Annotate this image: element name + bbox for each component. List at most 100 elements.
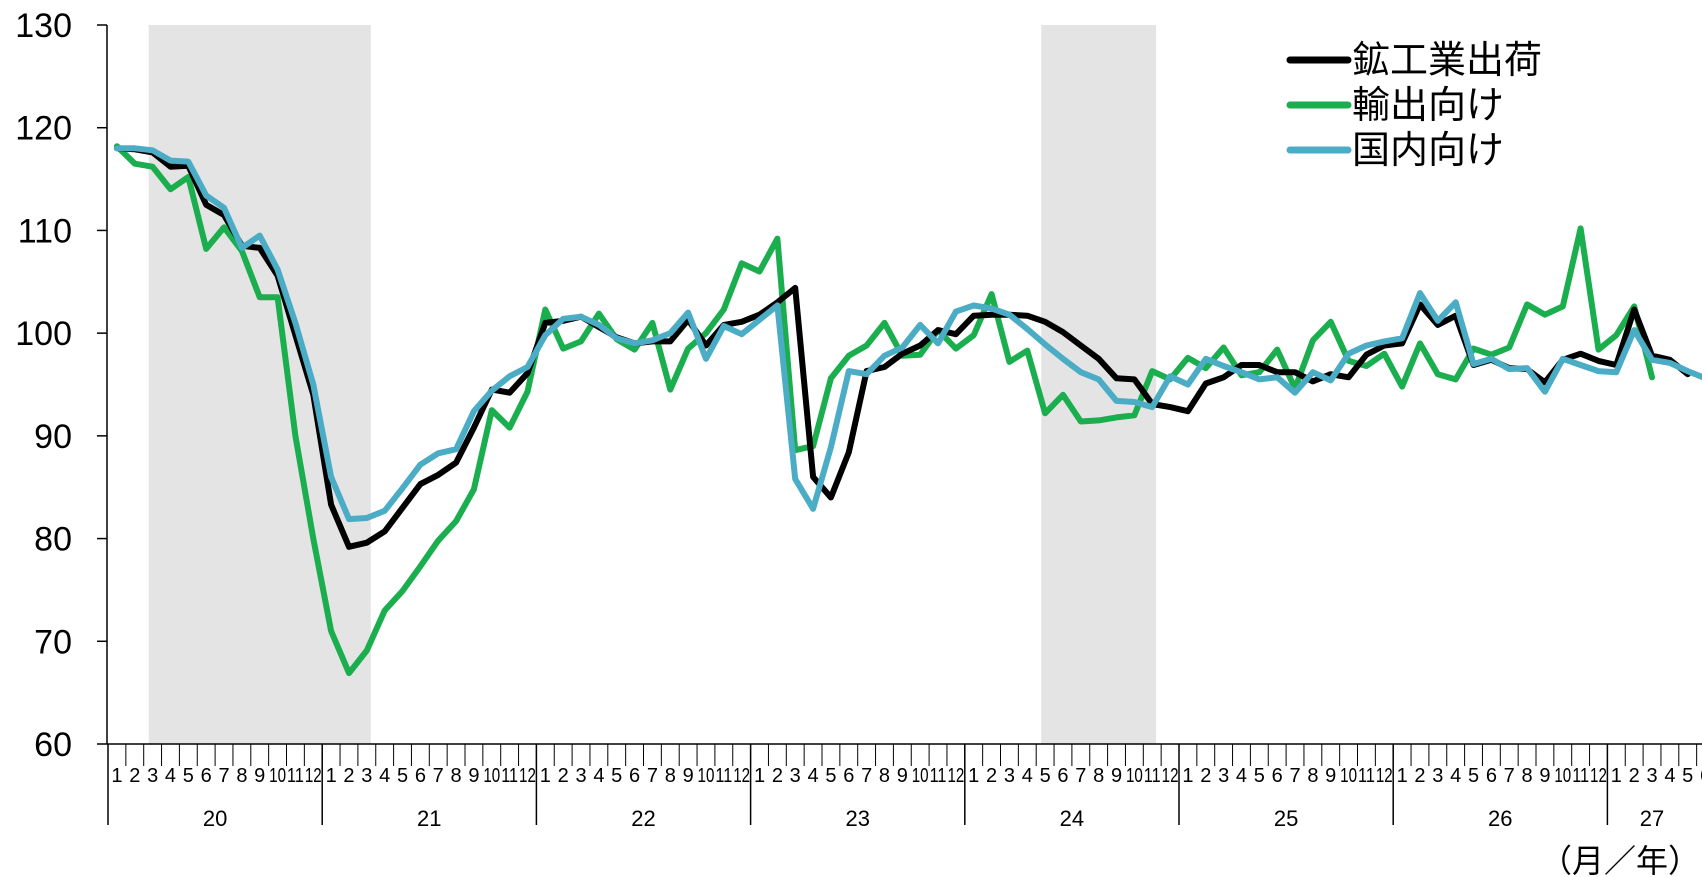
y-tick-label: 100: [15, 315, 72, 353]
month-tick-label: 4: [1236, 765, 1247, 787]
month-tick-label: 1: [111, 765, 122, 787]
month-tick-label: 8: [236, 765, 247, 787]
month-tick-label: 2: [1629, 765, 1640, 787]
shaded-periods: [148, 25, 1157, 744]
month-tick-label: 8: [1307, 765, 1318, 787]
month-tick-label: 9: [1111, 765, 1122, 787]
year-label: 25: [1274, 806, 1298, 831]
year-label: 27: [1640, 806, 1664, 831]
month-tick-label: 1: [754, 765, 765, 787]
month-tick-label: 2: [1414, 765, 1425, 787]
month-tick-label: 8: [451, 765, 462, 787]
legend-label: 国内向け: [1352, 128, 1504, 172]
month-tick-label: 8: [1522, 765, 1533, 787]
month-tick-label: 2: [129, 765, 140, 787]
year-label: 22: [631, 806, 655, 831]
month-tick-label: 11: [1144, 765, 1161, 787]
month-tick-label: 10: [1126, 765, 1143, 787]
month-tick-label: 5: [1040, 765, 1051, 787]
year-label: 20: [203, 806, 227, 831]
month-tick-label: 11: [1572, 765, 1589, 787]
month-tick-label: 3: [1432, 765, 1443, 787]
month-tick-label: 10: [1554, 765, 1571, 787]
legend-label: 鉱工業出荷: [1352, 38, 1542, 82]
month-tick-label: 6: [415, 765, 426, 787]
month-tick-label: 4: [165, 765, 176, 787]
month-tick-label: 9: [1325, 765, 1336, 787]
series-line: [113, 145, 1702, 523]
y-tick-label: 80: [34, 521, 72, 559]
month-tick-label: 5: [183, 765, 194, 787]
month-tick-label: 11: [1358, 765, 1375, 787]
month-tick-label: 5: [1254, 765, 1265, 787]
month-tick-label: 3: [1218, 765, 1229, 787]
shaded-period: [148, 25, 371, 744]
month-tick-label: 7: [433, 765, 444, 787]
month-tick-label: 2: [772, 765, 783, 787]
month-tick-label: 10: [269, 765, 286, 787]
month-tick-label: 7: [1289, 765, 1300, 787]
x-axis: 1 2 3 4 5 6 7 8 9 10 11 12 1 2 3 4 5 6 7 8 9 10 11 12 1 2 3 4 5 6 7 8 9 1…: [107, 743, 1702, 831]
series-lines: [113, 143, 1702, 677]
month-tick-label: 3: [575, 765, 586, 787]
month-tick-label: 3: [1004, 765, 1015, 787]
month-tick-label: 9: [897, 765, 908, 787]
month-tick-label: 7: [218, 765, 229, 787]
month-tick-label: 9: [683, 765, 694, 787]
year-label: 26: [1488, 806, 1512, 831]
month-tick-label: 5: [1468, 765, 1479, 787]
month-tick-label: 8: [1093, 765, 1104, 787]
month-tick-label: 3: [790, 765, 801, 787]
month-tick-label: 8: [665, 765, 676, 787]
month-tick-label: 8: [879, 765, 890, 787]
y-tick-label: 110: [18, 212, 72, 250]
month-tick-label: 12: [1162, 765, 1179, 787]
month-tick-label: 10: [1340, 765, 1357, 787]
y-tick-label: 70: [34, 623, 72, 661]
month-tick-label: 9: [1539, 765, 1550, 787]
year-label: 24: [1060, 806, 1084, 831]
month-tick-label: 4: [808, 765, 819, 787]
month-tick-label: 6: [1272, 765, 1283, 787]
month-tick-label: 1: [1611, 765, 1622, 787]
month-tick-label: 12: [733, 765, 750, 787]
month-tick-label: 1: [540, 765, 551, 787]
month-tick-label: 3: [1646, 765, 1657, 787]
month-tick-label: 9: [254, 765, 265, 787]
month-tick-label: 4: [1664, 765, 1675, 787]
month-tick-label: 2: [986, 765, 997, 787]
month-tick-label: 5: [1682, 765, 1693, 787]
month-tick-label: 2: [1200, 765, 1211, 787]
month-tick-label: 1: [1397, 765, 1408, 787]
month-tick-label: 7: [1075, 765, 1086, 787]
month-tick-label: 6: [629, 765, 640, 787]
month-tick-label: 9: [468, 765, 479, 787]
month-tick-label: 6: [1486, 765, 1497, 787]
series-line: [113, 145, 1691, 550]
month-tick-label: 4: [1450, 765, 1461, 787]
month-tick-label: 4: [1022, 765, 1033, 787]
month-tick-label: 2: [558, 765, 569, 787]
month-tick-label: 6: [843, 765, 854, 787]
month-tick-label: 11: [501, 765, 518, 787]
month-tick-label: 10: [483, 765, 500, 787]
y-tick-label: 120: [15, 110, 72, 148]
month-tick-label: 6: [1057, 765, 1068, 787]
month-tick-label: 4: [379, 765, 390, 787]
month-tick-label: 12: [947, 765, 964, 787]
month-tick-label: 1: [968, 765, 979, 787]
month-tick-label: 5: [397, 765, 408, 787]
month-tick-label: 10: [912, 765, 929, 787]
month-tick-label: 11: [715, 765, 732, 787]
month-tick-label: 5: [611, 765, 622, 787]
year-label: 23: [845, 806, 869, 831]
series-line: [113, 143, 1655, 677]
month-tick-label: 5: [825, 765, 836, 787]
year-label: 21: [417, 806, 441, 831]
month-tick-label: 6: [1700, 765, 1702, 787]
x-axis-unit-label: （月／年）: [1540, 842, 1700, 877]
month-tick-label: 3: [361, 765, 372, 787]
month-tick-label: 1: [1182, 765, 1193, 787]
month-tick-label: 7: [647, 765, 658, 787]
